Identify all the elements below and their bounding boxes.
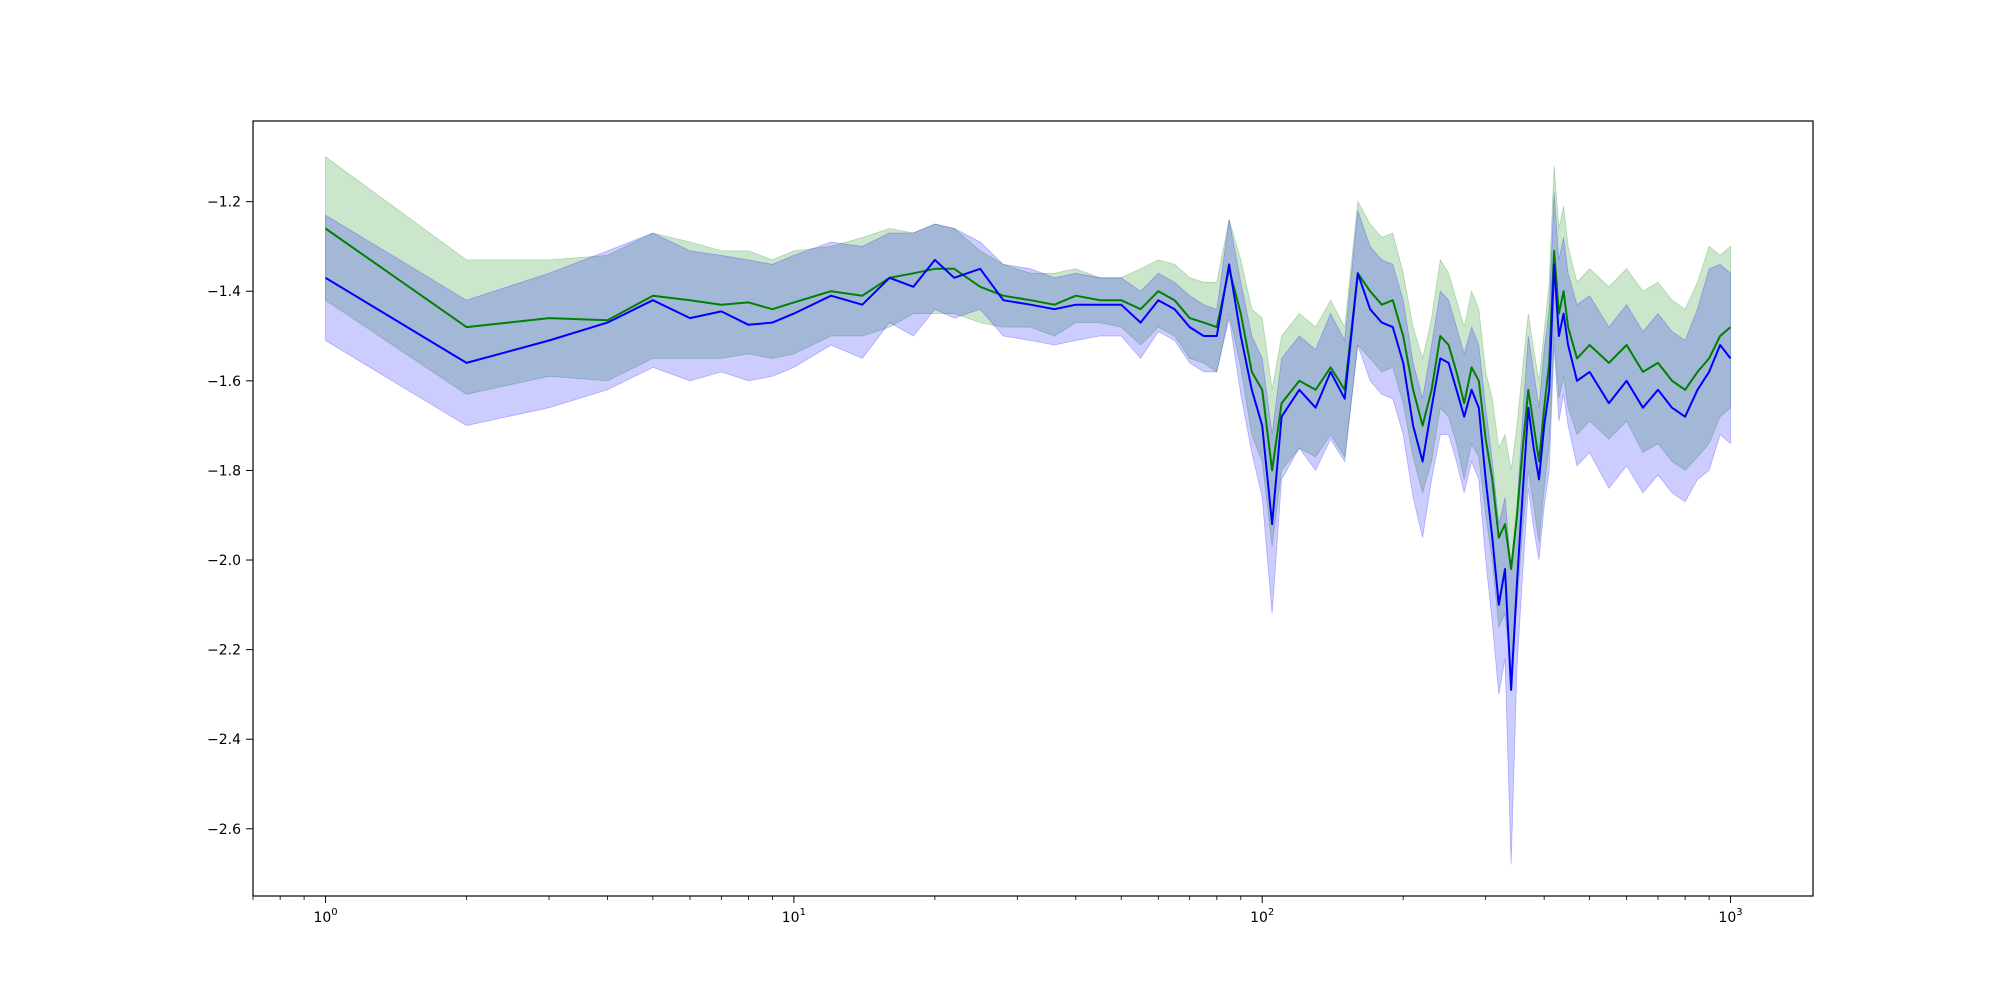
x-tick-label-base: 10 — [1718, 910, 1736, 926]
series-2-band — [325, 192, 1731, 865]
series-2-line — [324, 258, 1732, 691]
y-tick-label: −1.4 — [207, 284, 241, 300]
x-tick-label: 100 — [313, 907, 337, 926]
x-tick-label-base: 10 — [782, 910, 800, 926]
x-tick-label-base: 10 — [313, 910, 331, 926]
y-tick-label: −1.2 — [207, 195, 241, 211]
confidence-bands — [325, 156, 1731, 865]
plot-area-background — [253, 121, 1813, 896]
x-tick-label: 101 — [782, 907, 806, 926]
x-tick-label-exponent: 3 — [1736, 907, 1742, 918]
y-tick-label: −1.8 — [207, 463, 241, 479]
series-lines — [324, 227, 1732, 691]
y-tick-label: −1.6 — [207, 374, 241, 390]
y-tick-label: −2.2 — [207, 643, 241, 659]
x-axis: 100 101 102 103 — [252, 896, 1743, 926]
x-tick-label-base: 10 — [1250, 910, 1268, 926]
series-1-line — [324, 227, 1732, 570]
y-tick-label: −2.4 — [207, 732, 241, 748]
x-tick-label: 103 — [1718, 907, 1742, 926]
x-tick-label: 102 — [1250, 907, 1274, 926]
x-tick-label-exponent: 1 — [800, 907, 806, 918]
y-tick-label: −2.6 — [207, 822, 241, 838]
x-tick-label-exponent: 2 — [1268, 907, 1274, 918]
y-axis: −1.2 −1.4 −1.6 −1.8 −2.0 −2.2 −2.4 −2.6 — [207, 195, 253, 838]
plot-frame — [252, 120, 1814, 897]
y-tick-label: −2.0 — [207, 553, 241, 569]
series-1-band — [325, 156, 1731, 673]
x-tick-label-exponent: 0 — [331, 907, 337, 918]
